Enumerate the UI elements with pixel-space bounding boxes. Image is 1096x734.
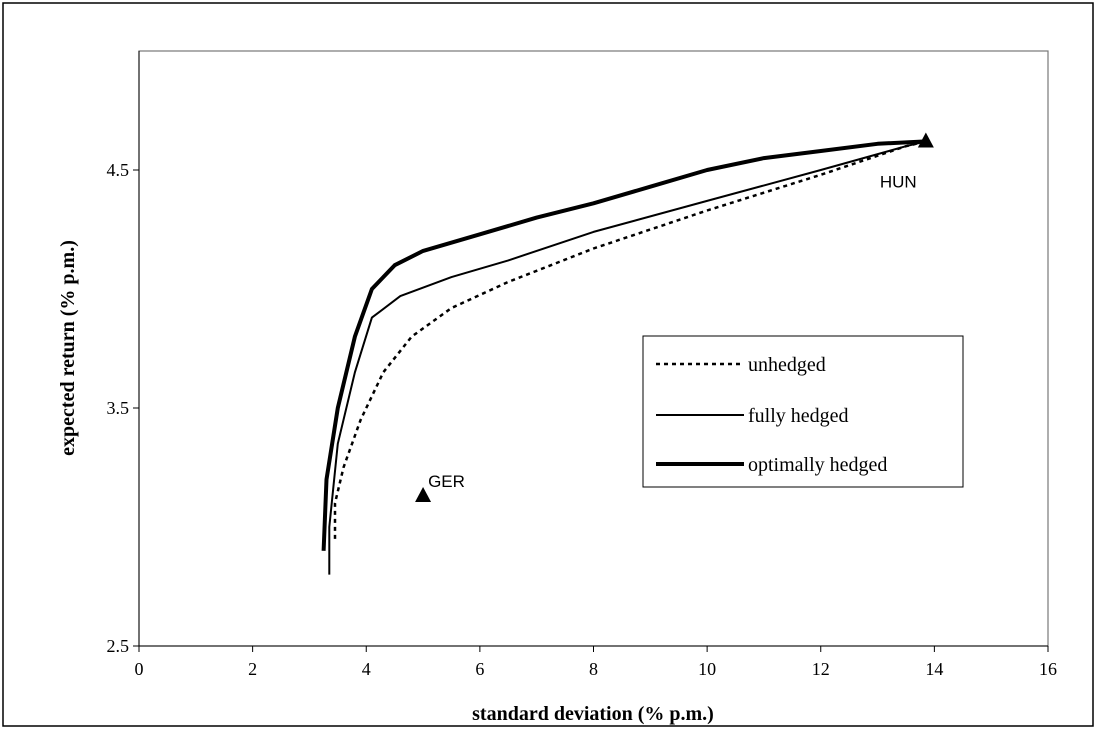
- y-tick-label: 4.5: [107, 160, 130, 180]
- y-tick-label: 3.5: [107, 398, 130, 418]
- series-line-fully-hedged: [328, 140, 927, 575]
- legend-label-unhedged: unhedged: [748, 354, 826, 376]
- y-axis-label: expected return (% p.m.): [57, 240, 79, 456]
- x-tick-label: 2: [248, 659, 257, 679]
- x-axis-label: standard deviation (% p.m.): [472, 703, 714, 725]
- point-markers: GER HUN: [415, 132, 934, 503]
- x-axis-ticks: 0 2 4 6 8 10 12 14 16: [135, 646, 1057, 679]
- x-tick-label: 6: [475, 659, 484, 679]
- y-axis-ticks: 2.5 3.5 4.5: [107, 160, 139, 656]
- marker-ger-label: GER: [428, 472, 465, 491]
- legend-label-fully-hedged: fully hedged: [748, 405, 849, 427]
- x-tick-label: 8: [589, 659, 598, 679]
- x-tick-label: 12: [812, 659, 830, 679]
- legend: unhedged fully hedged optimally hedged: [642, 335, 964, 488]
- x-tick-label: 16: [1039, 659, 1057, 679]
- series-line-unhedged: [333, 140, 927, 539]
- y-tick-label: 2.5: [107, 636, 130, 656]
- marker-hun-label: HUN: [880, 172, 917, 191]
- legend-label-optimally-hedged: optimally hedged: [748, 454, 887, 476]
- legend-box: [642, 335, 964, 488]
- series-lines: [321, 139, 927, 575]
- marker-hun-triangle: [917, 132, 934, 148]
- series-line-optimally-hedged: [321, 139, 926, 551]
- x-tick-label: 0: [135, 659, 144, 679]
- x-tick-label: 10: [698, 659, 716, 679]
- x-tick-label: 14: [925, 659, 943, 679]
- x-tick-label: 4: [362, 659, 371, 679]
- marker-ger-triangle: [415, 487, 432, 503]
